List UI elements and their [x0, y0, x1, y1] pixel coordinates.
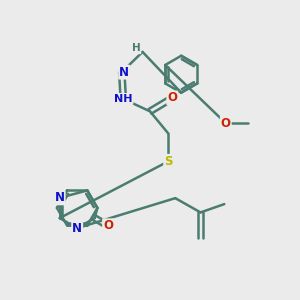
Text: NH: NH [114, 94, 133, 104]
Text: N: N [72, 222, 82, 235]
Text: O: O [167, 92, 177, 104]
Text: O: O [103, 219, 113, 232]
Text: S: S [164, 155, 173, 168]
Text: H: H [132, 44, 140, 53]
Text: N: N [55, 191, 65, 204]
Text: O: O [221, 117, 231, 130]
Text: N: N [119, 66, 129, 79]
